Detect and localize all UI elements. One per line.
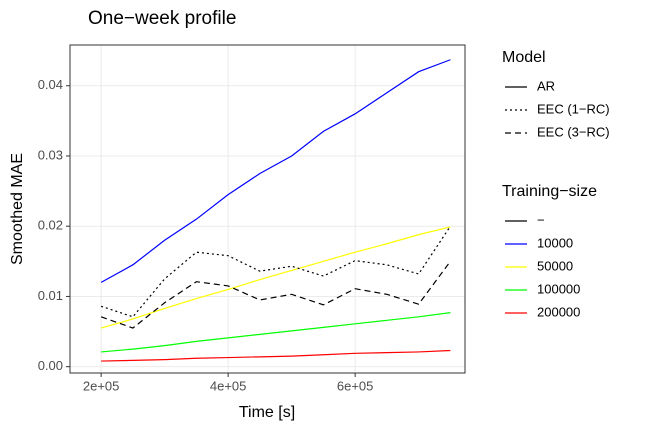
x-axis-title: Time [s]: [239, 404, 295, 421]
series-line: [100, 226, 451, 329]
series-line: [100, 59, 451, 283]
legend-label: 50000: [537, 258, 573, 273]
y-tick-label: 0.00: [38, 358, 63, 373]
legend-label: 100000: [537, 281, 580, 296]
x-tick-label: 6e+05: [337, 378, 374, 393]
legend-label: 10000: [537, 235, 573, 250]
legend-label: EEC (3−RC): [537, 124, 610, 139]
legend-label: 200000: [537, 304, 580, 319]
legend-label: EEC (1−RC): [537, 101, 610, 116]
x-tick-label: 2e+05: [83, 378, 120, 393]
panel-border: [69, 44, 466, 374]
series-line: [101, 349, 451, 362]
legend-label: AR: [537, 78, 555, 93]
y-axis-title: Smoothed MAE: [9, 153, 26, 265]
legend-title: Training−size: [502, 183, 597, 200]
series-line: [100, 260, 451, 329]
y-tick-label: 0.04: [38, 77, 63, 92]
x-tick-label: 4e+05: [210, 378, 247, 393]
chart-title: One−week profile: [88, 8, 236, 29]
legend-title: Model: [502, 49, 546, 66]
legend-label: −: [537, 212, 545, 227]
y-tick-label: 0.01: [38, 288, 63, 303]
y-tick-label: 0.02: [38, 218, 63, 233]
series-line: [100, 225, 451, 318]
y-tick-label: 0.03: [38, 147, 63, 162]
series-line: [101, 312, 451, 353]
